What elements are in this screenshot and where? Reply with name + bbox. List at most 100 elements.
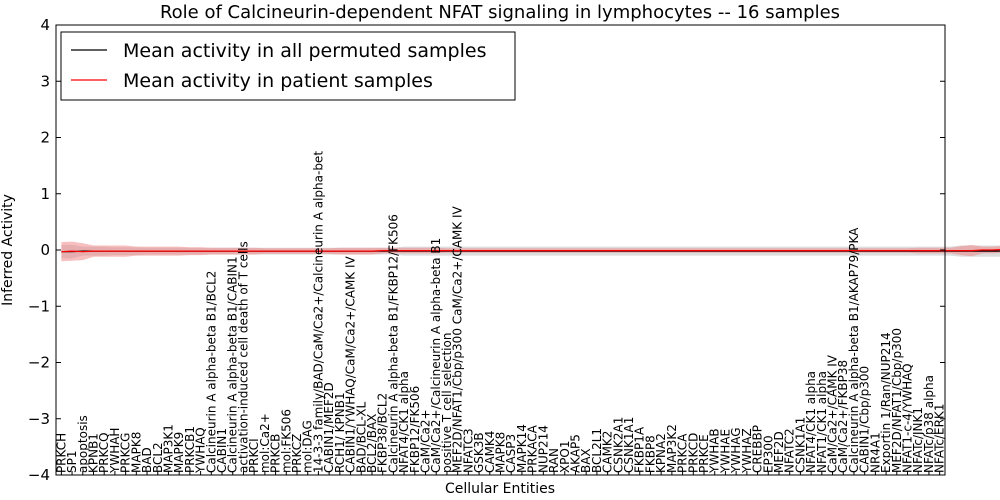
x-tick-label: mol:FK506	[279, 409, 293, 473]
x-tick-label: YWHAG	[729, 427, 743, 474]
x-tick-label: PRKACA	[526, 424, 540, 473]
x-tick-label: YWHAE	[718, 429, 732, 474]
x-tick-label: XPO1	[558, 440, 572, 473]
x-tick-label: BAD/BCL-XL	[354, 401, 368, 473]
x-tick-label: NFAT1/CK1 alpha	[815, 371, 829, 473]
x-tick-label: NFATC2	[783, 428, 797, 473]
x-tick-label: YWHAH	[108, 428, 122, 474]
x-tick-label: apoptosis	[76, 415, 90, 473]
x-tick-label: NR4A1	[868, 432, 882, 473]
y-tick-label: 2	[40, 129, 50, 147]
x-tick-label: CAMK4	[483, 431, 497, 473]
x-tick-label: CaM/Ca2+/FKBP38	[836, 360, 850, 473]
x-axis-tick-labels: PRKCHSP1apoptosisKPNB1PRKCQYWHAHPRKCGMAP…	[54, 151, 947, 475]
x-tick-label: BAD	[140, 447, 154, 473]
x-tick-label: FKBP8	[644, 435, 658, 473]
x-tick-label: mol:DAG	[301, 420, 315, 473]
x-tick-label: CABIN1/YWHAQ/CaM/Ca2+/CAMK IV	[344, 255, 358, 472]
x-tick-label: MAP3K1	[162, 424, 176, 473]
y-tick-label: 1	[40, 185, 50, 203]
x-tick-label: mol:Ca2+	[258, 413, 272, 473]
x-tick-label: BCL2/BAX	[365, 414, 379, 473]
x-tick-label: FKBP1A	[633, 426, 647, 473]
x-tick-label: NUP214	[536, 425, 550, 473]
y-tick-label: 0	[40, 241, 50, 259]
legend-box	[60, 31, 516, 101]
x-tick-label: NFAT4/CK1 alpha	[397, 371, 411, 473]
x-tick-label: BAX	[579, 448, 593, 473]
x-tick-label: SP1	[65, 451, 79, 474]
x-tick-label: PRKCE	[697, 434, 711, 473]
x-tick-label: RCH1/ KPNB1	[333, 392, 347, 473]
y-axis-label: Inferred Activity	[0, 194, 16, 306]
chart-title: Role of Calcineurin-dependent NFAT signa…	[160, 2, 840, 23]
x-tick-label: positive T cell selection	[440, 333, 454, 473]
x-tick-label: BCL2L1	[590, 428, 604, 473]
x-tick-label: EP300	[761, 435, 775, 473]
x-tick-label: KPNA2	[654, 433, 668, 473]
x-tick-label: PRKCZ	[290, 434, 304, 473]
x-tick-label: activation-induced cell death of T cells	[236, 241, 250, 473]
x-tick-label: NFATc/JNK1	[911, 407, 925, 473]
x-tick-label: MEF2D	[772, 431, 786, 473]
x-tick-label: BCL2	[151, 442, 165, 473]
y-tick-label: 4	[40, 16, 50, 34]
x-tick-label: CaM/Ca2+/CAMK IV	[826, 354, 840, 473]
x-tick-label: CSNK1A1	[622, 417, 636, 473]
x-tick-label: RAN	[547, 448, 561, 473]
x-tick-label: FKBP12/FK506	[408, 386, 422, 473]
x-tick-label: CaM/Ca2+	[419, 409, 433, 473]
x-tick-label: NFAT1-c-4/YWHAQ	[901, 363, 915, 473]
x-tick-label: PRKCQ	[97, 432, 111, 473]
x-tick-label: PRKCB	[269, 434, 283, 473]
legend: Mean activity in all permuted samples Me…	[60, 31, 516, 101]
x-tick-label: Calcineurin A alpha-beta B1/BCL2	[204, 271, 218, 473]
x-tick-label: CaM/Ca2+/Calcineurin A alpha-beta B1	[429, 238, 443, 473]
y-tick-label: 3	[40, 72, 50, 90]
y-tick-label: −4	[28, 466, 50, 484]
x-tick-label: MEF2D/NFAT1/Cbp/p300 CaM/Ca2+/CAMK IV	[451, 205, 465, 473]
x-tick-label: NFATc/p38 alpha	[922, 375, 936, 473]
x-tick-label: PRKCB1	[183, 426, 197, 473]
y-tick-label: −1	[28, 297, 50, 315]
x-axis-label: Cellular Entities	[445, 481, 555, 497]
x-tick-label: CREBBP	[751, 425, 765, 473]
x-tick-label: NFATc/ERK1	[933, 404, 947, 473]
x-tick-label: GSK3B	[472, 432, 486, 473]
x-tick-label: CABIN1/MEF2D	[322, 382, 336, 473]
x-tick-label: YWHAQ	[194, 427, 208, 474]
x-tick-label: CSNK1A1	[793, 417, 807, 473]
x-tick-label: CABIN1	[215, 428, 229, 473]
x-tick-label: MAPK8	[494, 432, 508, 473]
legend-label-patient: Mean activity in patient samples	[123, 70, 433, 92]
x-tick-label: CABIN1/Cbp/p300	[858, 366, 872, 473]
y-tick-label: −3	[28, 410, 50, 428]
x-tick-label: YWHAZ	[740, 428, 754, 474]
x-tick-label: YWHAB	[708, 428, 722, 474]
x-tick-label: Exportin 1/Ran/NUP214	[879, 332, 893, 473]
series-lines	[61, 249, 1000, 253]
x-tick-label: MAPK8	[129, 432, 143, 473]
x-tick-label: CASP3	[504, 434, 518, 473]
x-tick-label: MEF2D/NFAT1/Cbp/p300	[890, 328, 904, 473]
x-tick-label: MAP3K2	[665, 424, 679, 473]
x-tick-label: FKBP38/BCL2	[376, 393, 390, 473]
x-tick-label: KPNB1	[87, 433, 101, 473]
x-tick-label: NFATC3	[461, 428, 475, 473]
x-tick-label: PRKCI	[247, 438, 261, 473]
x-tick-label: Calcineurin A alpha-beta B1/CABIN1	[226, 256, 240, 473]
x-tick-label: Calcineurin A alpha-beta B1/AKAP79/PKA	[847, 227, 861, 473]
x-tick-label: CAMK2	[601, 431, 615, 473]
x-tick-label: PRKCD	[686, 433, 700, 473]
x-tick-label: MAPK9	[172, 432, 186, 473]
x-tick-label: PRKCA	[676, 433, 690, 473]
x-tick-label: NFAT4/CK1 alpha	[804, 371, 818, 473]
x-tick-label: CSNK2A1	[611, 417, 625, 473]
x-tick-label: 14-3-3 family/BAD/CaM/Ca2+/Calcineurin A…	[311, 151, 325, 473]
y-axis-ticks: 4 3 2 1 0 −1 −2 −3 −4	[28, 16, 945, 484]
x-tick-label: PRKCG	[119, 433, 133, 473]
x-tick-label: Calcineurin A alpha-beta B1/FKBP12/FK506	[386, 214, 400, 473]
x-tick-label: AKAP5	[569, 434, 583, 473]
patient-mean-line	[61, 249, 1000, 253]
